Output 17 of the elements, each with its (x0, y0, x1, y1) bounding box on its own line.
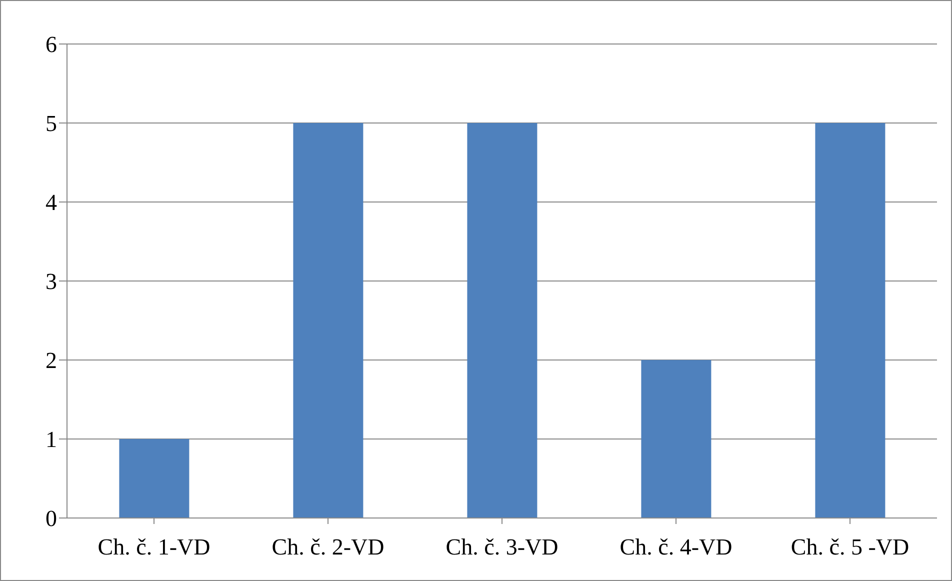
bar (815, 123, 886, 518)
x-tick-label: Ch. č. 4-VD (620, 534, 732, 560)
x-tick-label: Ch. č. 5 -VD (790, 534, 910, 560)
bar (293, 123, 364, 518)
bar (119, 439, 190, 518)
bar (467, 123, 538, 518)
y-tick-label: 1 (46, 427, 57, 452)
x-tick-label: Ch. č. 1-VD (98, 534, 210, 560)
y-tick-label: 2 (46, 348, 57, 374)
y-tick-label: 4 (46, 190, 58, 216)
bar (641, 360, 712, 518)
y-tick-label: 0 (46, 506, 57, 532)
y-tick-label: 3 (46, 269, 57, 294)
x-tick-label: Ch. č. 3-VD (446, 534, 558, 560)
y-tick-label: 5 (46, 111, 57, 136)
y-tick-label: 6 (46, 32, 57, 58)
x-tick-label: Ch. č. 2-VD (272, 534, 384, 560)
